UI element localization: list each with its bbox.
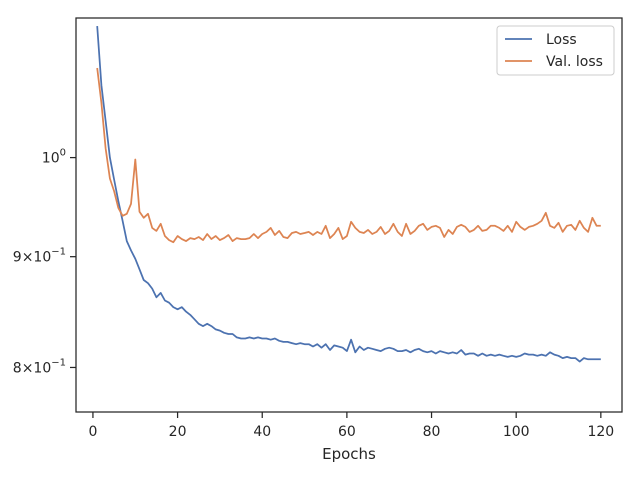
axes-frame [75, 17, 623, 413]
x-tick-label: 60 [338, 424, 356, 440]
x-tick-label: 100 [503, 424, 530, 440]
legend-label-loss: Loss [546, 32, 577, 48]
x-axis-label: Epochs [322, 445, 376, 463]
x-tick-label: 120 [587, 424, 614, 440]
x-axis: 0 20 40 60 80 100 120 [88, 412, 614, 440]
plot-area [96, 26, 601, 363]
legend-label-val-loss: Val. loss [546, 54, 603, 70]
x-tick-label: 20 [169, 424, 187, 440]
series-line-val-loss [96, 67, 601, 244]
series-line-loss [96, 26, 601, 363]
x-tick-label: 40 [253, 424, 271, 440]
legend: Loss Val. loss [496, 25, 615, 76]
x-tick-label: 0 [88, 424, 97, 440]
x-tick-label: 80 [423, 424, 441, 440]
